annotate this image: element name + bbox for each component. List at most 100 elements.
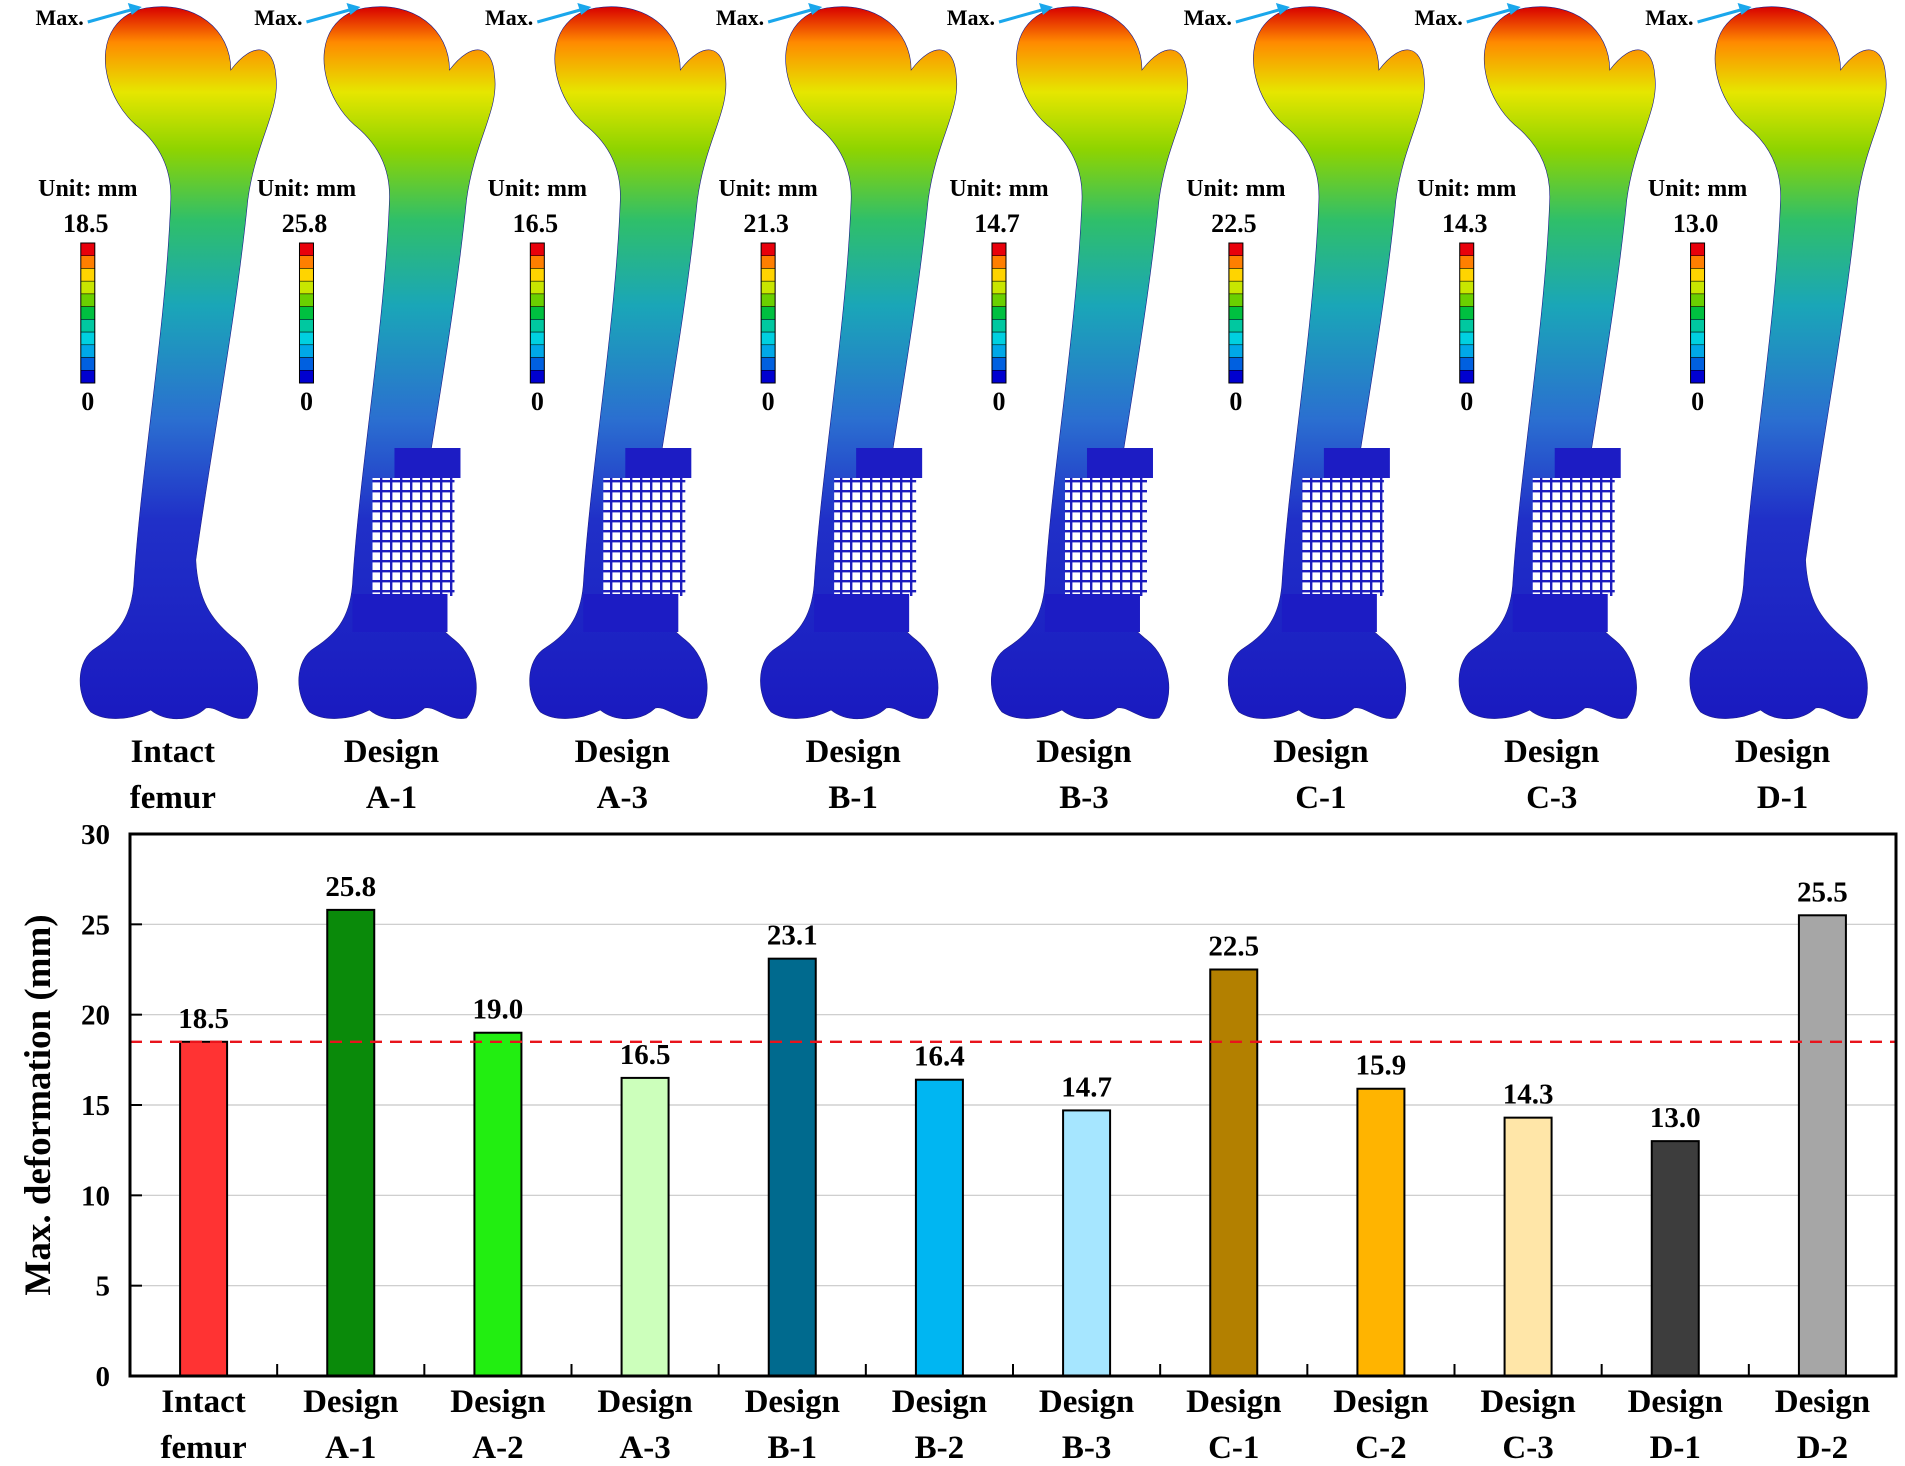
- x-tick-label-line1: Intact: [161, 1384, 245, 1420]
- legend-color-step: [1690, 280, 1705, 295]
- bar-value-label: 22.5: [1208, 931, 1259, 963]
- bar-chart: 18.5 Intact femur 25.8 Design A-1 19.0 Design A-…: [18, 819, 1898, 1466]
- legend-min-value: 0: [992, 387, 1005, 416]
- lattice-scaffold: [1301, 478, 1384, 596]
- y-tick-label: 30: [81, 819, 110, 851]
- legend-color-step: [530, 280, 545, 295]
- legend-color-step: [1459, 344, 1474, 358]
- fixation-band: [583, 594, 679, 632]
- legend-colorbar-frame: [298, 242, 314, 384]
- unit-label: Unit: mm: [718, 176, 817, 202]
- legend-color-step: [299, 370, 314, 384]
- x-tick-label-line2: B-2: [915, 1430, 965, 1466]
- panel-caption-line1: Design: [1036, 734, 1131, 770]
- legend-color-step: [530, 255, 545, 269]
- legend-colorbar-frame: [760, 242, 776, 384]
- legend-color-step: [80, 319, 96, 333]
- bar: [914, 1078, 964, 1377]
- max-arrow-head: [1506, 3, 1521, 15]
- legend-min-value: 0: [81, 387, 94, 416]
- legend-color-step: [1690, 370, 1705, 384]
- legend-color-step: [760, 344, 776, 358]
- max-arrow-head: [346, 3, 361, 15]
- x-tick-label-line2: B-3: [1062, 1430, 1112, 1466]
- legend-color-step: [530, 293, 545, 307]
- fixation-band: [1512, 594, 1608, 632]
- panel-caption-line1: Design: [805, 734, 900, 770]
- x-tick-label-line2: A-2: [472, 1430, 523, 1466]
- y-tick-label: 5: [96, 1271, 111, 1303]
- x-tick-label-line1: Design: [303, 1384, 398, 1420]
- legend-color-step: [80, 280, 96, 295]
- panel-caption-line2: A-3: [597, 780, 648, 816]
- legend-color-step: [991, 331, 1007, 346]
- legend-color-step: [80, 268, 96, 282]
- legend-colorbar-frame: [991, 242, 1007, 384]
- legend-color-step: [760, 268, 776, 282]
- max-label: Max.: [36, 5, 84, 30]
- panel-caption-line2: A-1: [366, 780, 417, 816]
- legend-color-step: [1228, 268, 1244, 282]
- femur-shape: [298, 6, 496, 720]
- legend-color-step: [299, 319, 314, 333]
- legend-color-step: [1690, 331, 1705, 346]
- max-arrow: [1466, 6, 1518, 24]
- max-arrow: [87, 6, 139, 24]
- x-tick-label-line1: Design: [1480, 1384, 1575, 1420]
- femur-shape: [1689, 6, 1887, 720]
- x-tick-label-line1: Design: [1186, 1384, 1281, 1420]
- fixation-band: [1044, 594, 1140, 632]
- bar-value-label: 19.0: [473, 994, 524, 1026]
- y-tick-label: 20: [81, 1000, 110, 1032]
- legend-colorbar-frame: [1228, 242, 1244, 384]
- x-tick-label-line1: Design: [1628, 1384, 1723, 1420]
- legend-max-value: 25.8: [282, 209, 328, 238]
- max-arrow: [767, 6, 819, 24]
- legend-color-step: [1690, 255, 1705, 269]
- legend-color-step: [760, 331, 776, 346]
- legend-max-value: 14.7: [974, 209, 1020, 238]
- x-tick-label-line1: Design: [745, 1384, 840, 1420]
- femur-panel: Max. Unit: mm 14.3 0 Design C-3: [1414, 3, 1656, 816]
- bar: [1356, 1087, 1406, 1377]
- max-arrow: [536, 6, 588, 24]
- x-tick-label-line2: femur: [161, 1430, 247, 1466]
- femur-panel: Max. Unit: mm 13.0 0 Design D-1: [1645, 3, 1887, 816]
- fixation-band: [625, 448, 692, 478]
- legend-color-step: [760, 255, 776, 269]
- legend-min-value: 0: [531, 387, 544, 416]
- legend-color-step: [299, 280, 314, 295]
- lattice-scaffold: [1064, 478, 1147, 596]
- bar-value-label: 14.3: [1503, 1079, 1554, 1111]
- legend-color-step: [991, 306, 1007, 320]
- legend-color-step: [1459, 255, 1474, 269]
- max-label: Max.: [947, 5, 995, 30]
- x-tick-label-line1: Design: [597, 1384, 692, 1420]
- legend-color-step: [530, 242, 545, 256]
- y-tick-label: 0: [96, 1361, 111, 1393]
- max-arrow-head: [1275, 3, 1290, 15]
- legend-colorbar-frame: [80, 242, 96, 384]
- legend-color-step: [299, 242, 314, 256]
- bar-value-label: 16.5: [620, 1039, 671, 1071]
- bar: [1797, 914, 1847, 1377]
- legend-max-value: 16.5: [513, 209, 559, 238]
- legend-color-step: [80, 331, 96, 346]
- bar: [1503, 1116, 1553, 1377]
- x-tick-label-line2: C-3: [1502, 1430, 1553, 1466]
- lattice-scaffold: [834, 478, 917, 596]
- legend-color-step: [991, 357, 1007, 371]
- femur-panel: Max. Unit: mm 14.7 0 Design B-3: [947, 3, 1188, 816]
- panel-caption-line1: Intact: [131, 734, 215, 770]
- legend-max-value: 22.5: [1211, 209, 1257, 238]
- panel-caption-line2: C-1: [1295, 780, 1346, 816]
- panel-caption-line2: C-3: [1526, 780, 1577, 816]
- panel-caption-line2: femur: [130, 780, 216, 816]
- legend-color-step: [1690, 319, 1705, 333]
- legend-colorbar-frame: [1690, 242, 1706, 384]
- legend-color-step: [299, 293, 314, 307]
- legend-color-step: [80, 255, 96, 269]
- x-tick-label-line2: A-1: [325, 1430, 376, 1466]
- femur-shape: [1227, 6, 1425, 720]
